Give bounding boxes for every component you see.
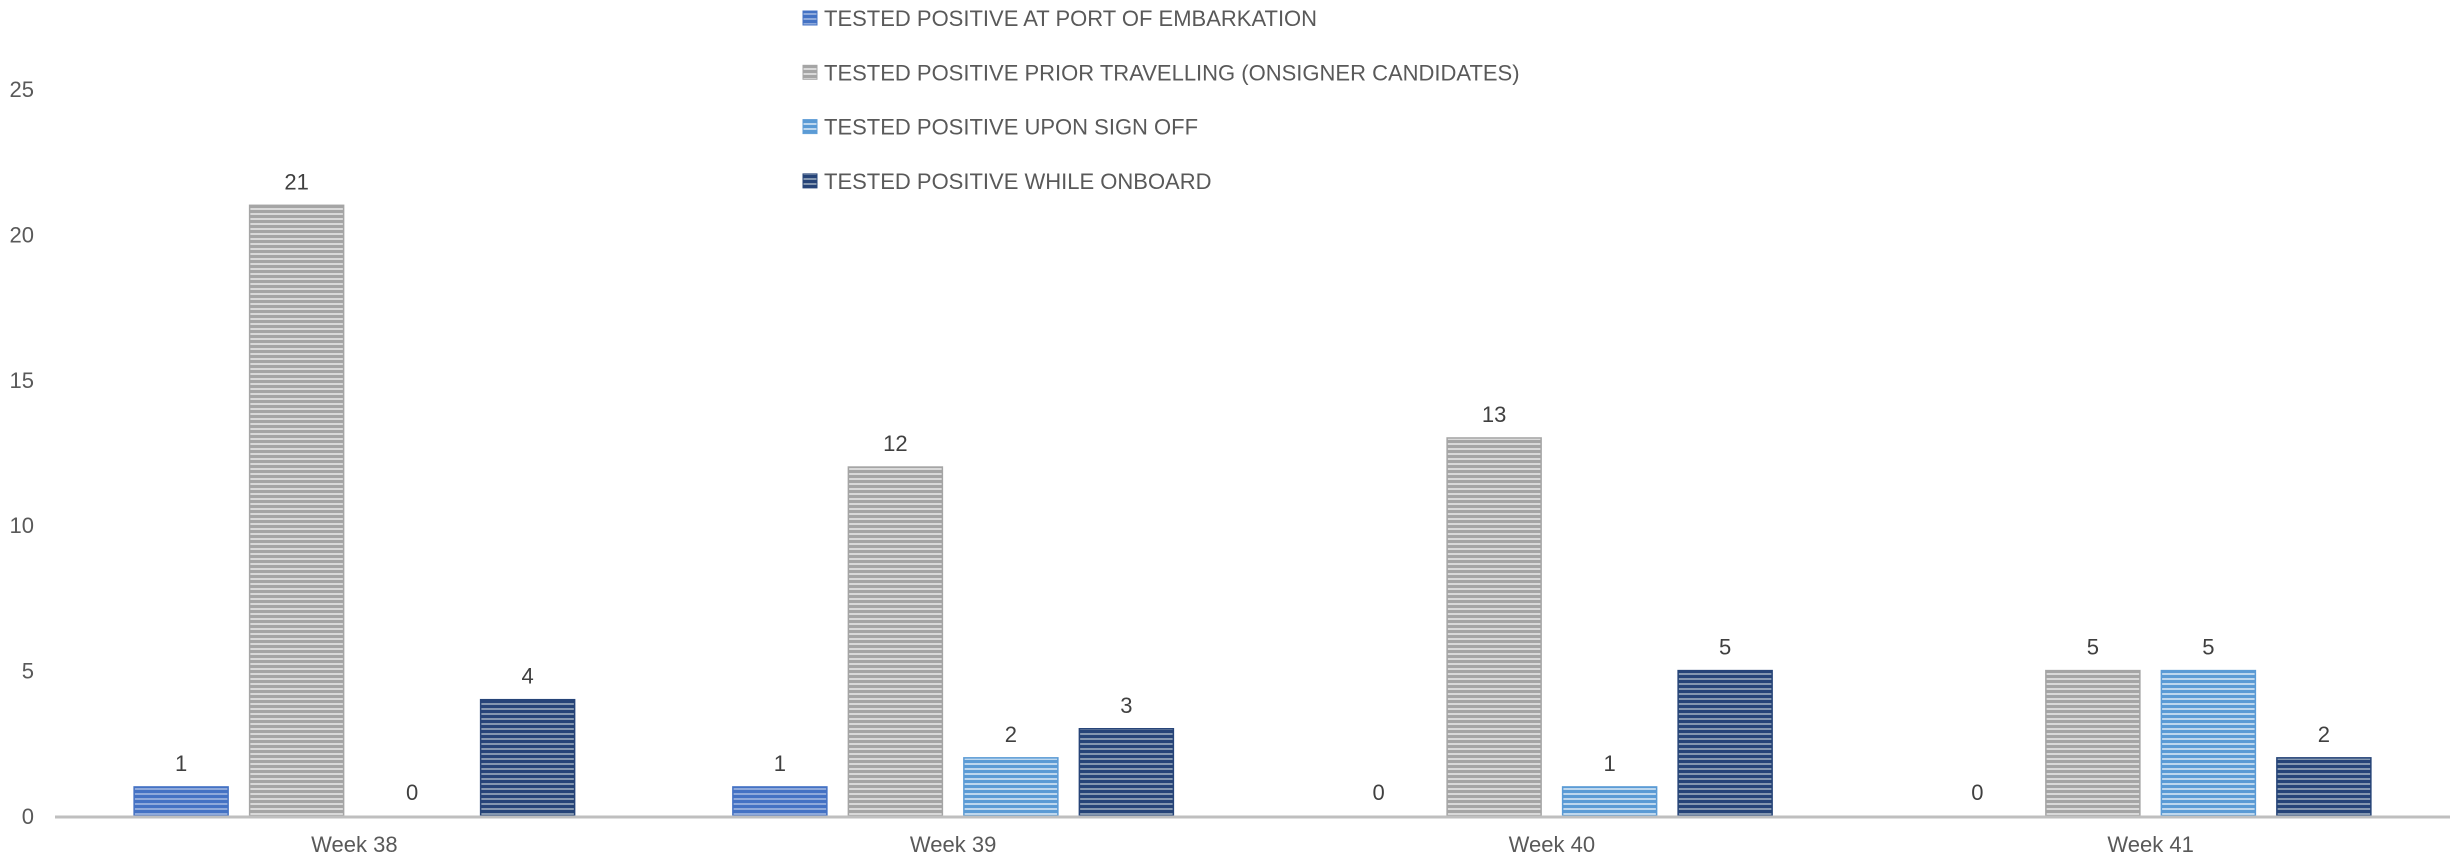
bar [1446, 437, 1542, 817]
x-tick-label: Week 38 [311, 832, 397, 857]
legend-swatch [802, 173, 818, 189]
bar [1677, 669, 1773, 817]
bar [133, 786, 229, 817]
data-label: 3 [1120, 693, 1132, 718]
bar [847, 466, 944, 817]
legend-swatch [802, 10, 818, 26]
data-label: 0 [406, 780, 418, 805]
legend-label: TESTED POSITIVE WHILE ONBOARD [824, 169, 1212, 194]
data-label: 12 [883, 431, 907, 456]
x-tick-label: Week 40 [1509, 832, 1595, 857]
y-axis: 0 5 10 15 20 25 [10, 77, 34, 829]
data-label: 2 [2318, 722, 2330, 747]
legend-label: TESTED POSITIVE PRIOR TRAVELLING (ONSIGN… [824, 60, 1520, 85]
bars [133, 204, 2372, 817]
y-tick-label: 0 [22, 804, 34, 829]
data-label: 13 [1482, 402, 1506, 427]
bar [1561, 786, 1658, 817]
data-label: 5 [2087, 635, 2099, 660]
legend-swatch [802, 64, 818, 80]
bar [2045, 669, 2141, 817]
x-tick-label: Week 39 [910, 832, 996, 857]
data-label: 1 [175, 751, 187, 776]
bar [479, 698, 576, 817]
legend-label: TESTED POSITIVE AT PORT OF EMBARKATION [824, 6, 1317, 31]
legend: TESTED POSITIVE AT PORT OF EMBARKATION TE… [802, 6, 1520, 194]
data-label: 5 [1719, 635, 1731, 660]
bar [2160, 669, 2257, 817]
legend-swatch [802, 119, 818, 135]
x-axis: Week 38 Week 39 Week 40 Week 41 [55, 815, 2450, 857]
data-label: 1 [1604, 751, 1616, 776]
y-tick-label: 25 [10, 77, 34, 102]
legend-label: TESTED POSITIVE UPON SIGN OFF [824, 115, 1198, 140]
data-label: 5 [2202, 635, 2214, 660]
y-tick-label: 15 [10, 368, 34, 393]
bar [732, 786, 828, 817]
data-label: 0 [1373, 780, 1385, 805]
data-label: 0 [1971, 780, 1983, 805]
data-label: 2 [1005, 722, 1017, 747]
y-tick-label: 5 [22, 659, 34, 684]
y-tick-label: 20 [10, 222, 34, 247]
bar [1078, 728, 1175, 817]
bar [2276, 757, 2372, 817]
data-label: 1 [774, 751, 786, 776]
bar [248, 204, 345, 817]
y-tick-label: 10 [10, 513, 34, 538]
data-label: 21 [284, 169, 308, 194]
bar [963, 757, 1059, 817]
x-tick-label: Week 41 [2107, 832, 2193, 857]
data-label: 4 [522, 664, 534, 689]
